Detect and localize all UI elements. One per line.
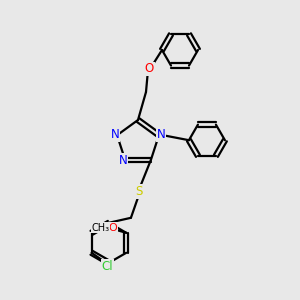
Text: S: S [135, 185, 142, 198]
Text: O: O [108, 223, 117, 233]
Text: N: N [119, 154, 128, 167]
Text: N: N [157, 128, 165, 141]
Text: Cl: Cl [102, 260, 113, 273]
Text: O: O [144, 62, 154, 76]
Text: CH₃: CH₃ [91, 223, 109, 233]
Text: N: N [111, 128, 119, 141]
